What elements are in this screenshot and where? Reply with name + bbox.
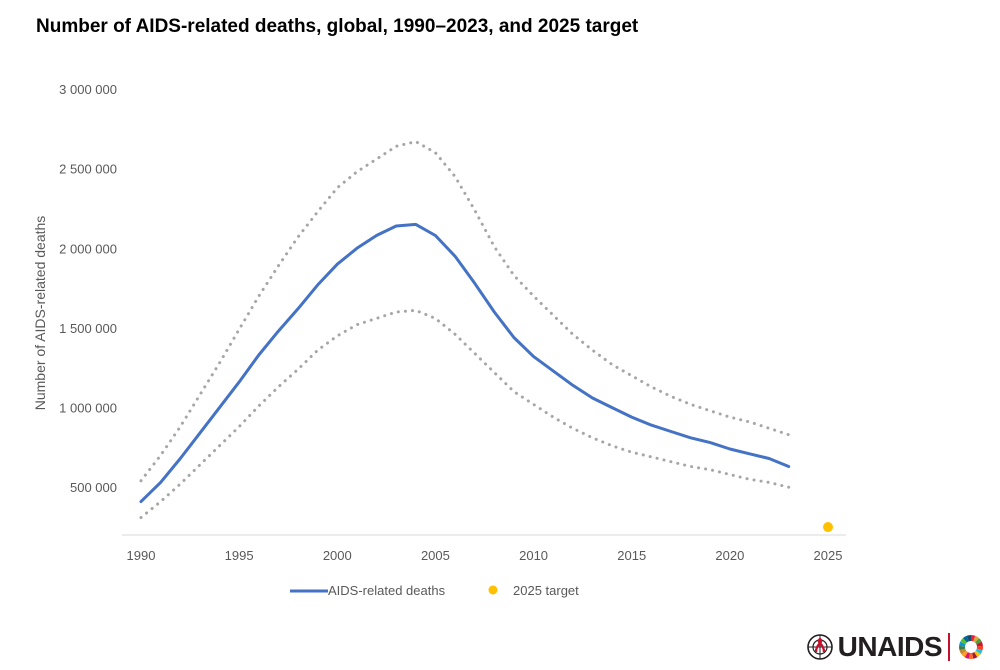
y-axis-label: Number of AIDS-related deaths — [32, 216, 48, 411]
unaids-wordmark: UNAIDS — [837, 631, 943, 662]
y-tick-label: 2 500 000 — [59, 162, 117, 177]
x-axis: 1990 1995 2000 2005 2010 2015 2020 2025 — [127, 548, 843, 563]
legend-label-deaths: AIDS-related deaths — [328, 583, 446, 598]
y-tick-label: 3 000 000 — [59, 82, 117, 97]
x-tick-label: 2000 — [323, 548, 352, 563]
un-emblem-icon — [806, 634, 833, 660]
unaids-logo: UNAIDS — [806, 630, 984, 664]
legend-dot-swatch — [488, 585, 498, 595]
sdg-wheel-icon — [958, 635, 984, 660]
legend-label-target: 2025 target — [513, 583, 579, 598]
series-line-lower-bound — [139, 308, 791, 519]
y-axis: 500 000 1 000 000 1 500 000 2 000 000 2 500 … — [59, 82, 117, 495]
x-tick-label: 2025 — [814, 548, 843, 563]
chart-title: Number of AIDS-related deaths, global, 1… — [36, 16, 639, 37]
target-point — [823, 522, 833, 533]
logo-separator — [948, 633, 950, 661]
sdg-segment — [968, 647, 974, 660]
series-line-upper-bound — [139, 140, 791, 483]
y-tick-label: 2 000 000 — [59, 241, 117, 256]
series-line-deaths — [139, 222, 791, 504]
x-tick-label: 1990 — [127, 548, 156, 563]
y-tick-label: 1 500 000 — [59, 321, 117, 336]
x-tick-label: 2010 — [519, 548, 548, 563]
x-tick-label: 1995 — [225, 548, 254, 563]
x-tick-label: 2015 — [617, 548, 646, 563]
legend: AIDS-related deaths 2025 target — [290, 583, 579, 598]
y-tick-label: 1 000 000 — [59, 401, 117, 416]
series-group — [139, 140, 833, 533]
y-tick-label: 500 000 — [70, 480, 117, 495]
x-tick-label: 2005 — [421, 548, 450, 563]
x-tick-label: 2020 — [715, 548, 744, 563]
